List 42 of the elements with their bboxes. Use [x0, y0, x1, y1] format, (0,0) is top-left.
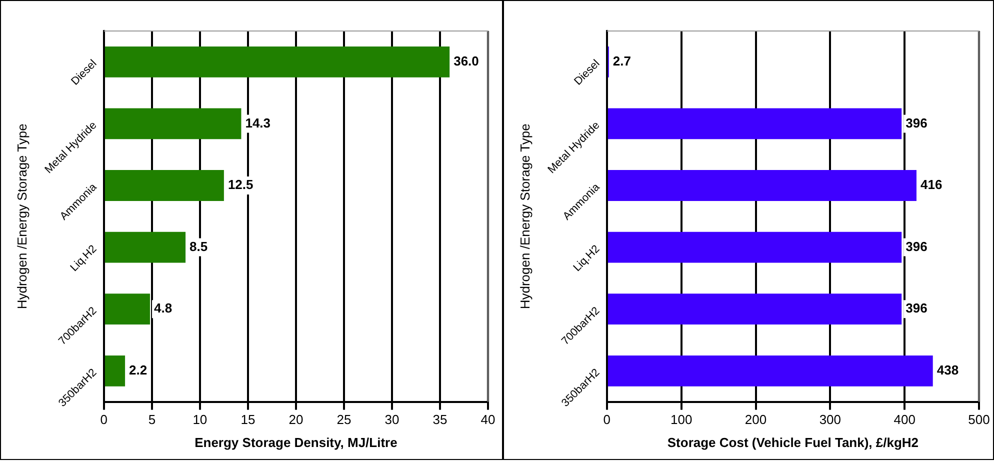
- data-label: 416: [920, 177, 942, 192]
- x-tick-label: 500: [968, 412, 990, 428]
- x-axis-title: Energy Storage Density, MJ/Litre: [194, 434, 398, 450]
- data-label: 2.7: [612, 53, 632, 68]
- y-axis-title: Hydrogen /Energy Storage Type: [517, 124, 532, 310]
- bar: [608, 294, 902, 325]
- bar: [104, 108, 242, 140]
- x-tick-label: 40: [480, 412, 496, 428]
- data-label: 2.2: [129, 362, 148, 378]
- data-label: 8.5: [190, 238, 208, 254]
- x-tick-label: 200: [744, 412, 767, 428]
- x-tick-label: 15: [240, 412, 256, 428]
- x-axis-title: Storage Cost (Vehicle Fuel Tank), £/kgH2: [667, 434, 919, 450]
- x-tick-label: 300: [819, 412, 842, 428]
- x-tick-label: 100: [670, 412, 692, 428]
- data-label: 14.3: [245, 115, 271, 130]
- x-tick-label: 0: [100, 412, 108, 428]
- bar: [608, 170, 916, 201]
- bar: [104, 294, 150, 325]
- bar: [104, 46, 450, 78]
- x-tick-label: 10: [192, 412, 208, 428]
- y-axis-title: Hydrogen /Energy Storage Type: [14, 124, 30, 310]
- data-label: 396: [906, 115, 928, 130]
- bar: [608, 355, 933, 386]
- data-label: 438: [936, 362, 959, 378]
- x-tick-label: 35: [432, 412, 448, 428]
- bar: [104, 355, 126, 386]
- x-tick-label: 25: [336, 412, 352, 428]
- bar: [104, 170, 224, 201]
- data-label: 396: [906, 300, 928, 316]
- x-tick-label: 5: [148, 412, 156, 428]
- x-tick-label: 20: [288, 412, 304, 428]
- x-tick-label: 400: [894, 412, 916, 428]
- x-tick-label: 30: [384, 412, 400, 428]
- data-label: 12.5: [228, 177, 254, 192]
- data-label: 396: [906, 238, 928, 254]
- bar: [104, 232, 186, 263]
- data-label: 36.0: [454, 53, 479, 68]
- x-tick-label: 0: [603, 412, 611, 428]
- bar: [608, 232, 902, 263]
- data-label: 4.8: [154, 300, 172, 316]
- bar: [608, 108, 902, 140]
